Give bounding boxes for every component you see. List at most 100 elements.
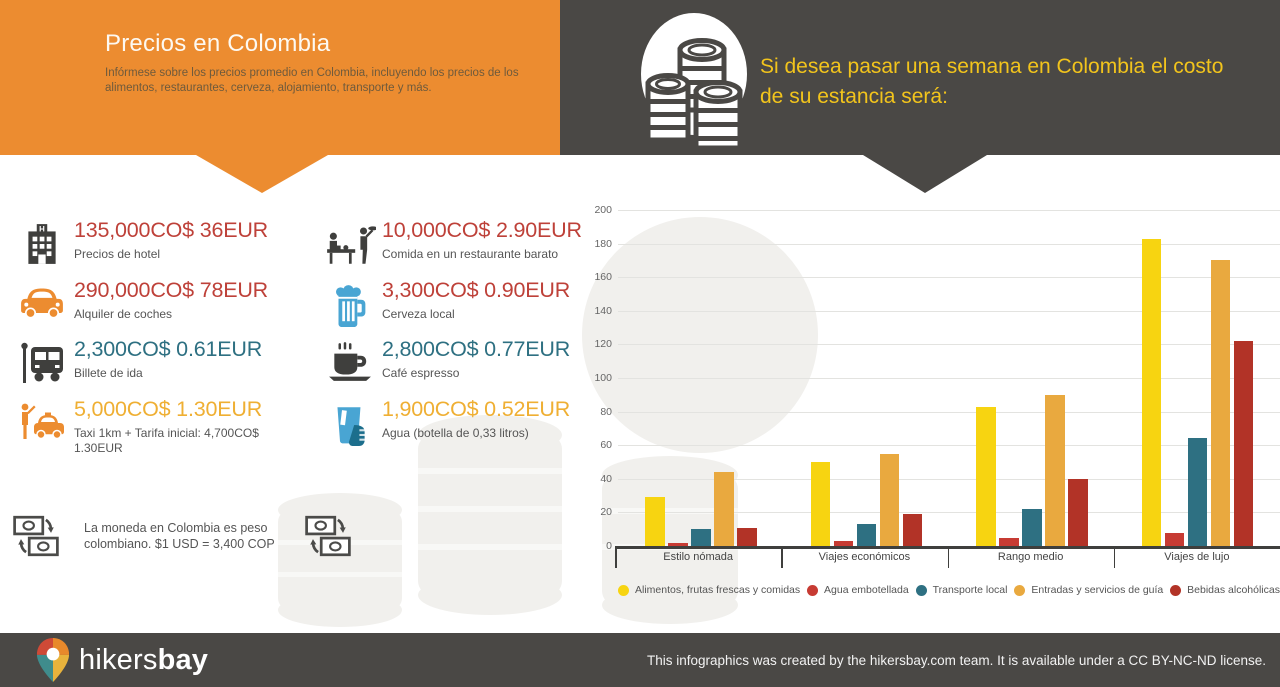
legend-label: Entradas y servicios de guía [1031,584,1164,596]
bus-stop-icon [10,335,74,385]
price-label: Café espresso [382,366,460,380]
chart-bar [833,540,853,546]
legend-label: Agua embotellada [824,584,909,596]
legend-label: Transporte local [932,584,1008,596]
price-label: Comida en un restaurante barato [382,247,559,261]
footer-credit: This infographics was created by the hik… [646,652,1266,668]
legend-label: Bebidas alcohólicas [1187,584,1280,596]
chart-bar [1141,238,1161,546]
chart-bar [691,529,711,546]
legend-swatch [618,584,629,596]
chart-legend: Alimentos, frutas frescas y comidas Agua … [618,584,1280,596]
price-value: 3,300CO$ 0.90EUR [382,277,571,302]
x-axis-category-label: Viajes económicos [818,551,911,563]
chart-bar [879,453,899,546]
chart-bar [810,462,830,546]
chart-bar [1045,394,1065,546]
price-value: 135,000CO$ 36EUR [74,218,269,242]
gridline [618,512,1280,514]
map-pin-icon [36,638,70,682]
banner-arrow-left [196,155,328,193]
gridline [618,478,1280,480]
restaurant-icon [318,216,382,266]
hotel-icon: H [10,216,74,266]
y-axis-tick-label: 60 [600,439,612,452]
coffee-icon [318,335,382,383]
y-axis-tick-label: 140 [594,304,612,317]
currency-exchange-icon [12,514,60,563]
price-label: Precios de hotel [74,247,161,261]
page-subtitle: Infórmese sobre los precios promedio en … [105,67,519,94]
header-banner-left: Precios en Colombia Infórmese sobre los … [0,0,560,155]
page-title: Precios en Colombia [105,30,331,57]
beer-icon [318,276,382,328]
water-icon [318,395,382,447]
price-item: 2,300CO$ 0.61EUR Billete de ida [10,335,318,395]
price-label: Agua (botella de 0,33 litros) [382,425,529,440]
price-value: 2,300CO$ 0.61EUR [74,337,263,361]
gridline [618,310,1280,312]
y-axis-tick-label: 180 [594,237,612,250]
price-item: H 135,000CO$ 36EUR Precios de hotel [10,216,318,276]
chart-bar [1233,341,1253,546]
hikersbay-logo[interactable]: hikersbay [36,638,208,682]
taxi-icon [10,395,74,443]
legend-swatch [1170,584,1182,596]
price-value: 2,800CO$ 0.77EUR [382,337,571,361]
x-axis-tick [1113,546,1116,568]
legend-item: Entradas y servicios de guía [1014,584,1163,596]
gridline [618,277,1280,279]
gridline [618,411,1280,413]
price-value: 10,000CO$ 2.90EUR [382,218,582,242]
price-label: Cerveza local [382,306,455,321]
price-label: Billete de ida [74,366,143,380]
chart-bar [1187,438,1207,546]
gridline [618,243,1280,245]
y-axis-tick-label: 80 [600,405,612,418]
y-axis-tick-label: 160 [594,271,612,284]
price-list: H 135,000CO$ 36EUR Precios de hotel 290,000… [10,216,628,455]
price-value: 290,000CO$ 78EUR [74,277,269,302]
y-axis-tick-label: 40 [600,472,612,485]
coins-icon [641,13,747,151]
x-axis-category-label: Estilo nómada [663,551,733,563]
price-item: 5,000CO$ 1.30EUR Taxi 1km + Tarifa inicia… [10,395,318,455]
legend-item: Alimentos, frutas frescas y comidas [618,584,800,596]
x-axis-category-label: Rango medio [997,551,1064,563]
weekly-cost-chart: 0 20 40 60 80 100 120 140 160 180 200 Estilo nómada… [560,204,1280,610]
price-value: 1,900CO$ 0.52EUR [382,396,571,421]
gridline [618,344,1280,346]
legend-swatch [1014,584,1026,596]
logo-text: hikersbay [79,643,209,676]
price-item: 1,900CO$ 0.52EUR Agua (botella de 0,33 li… [318,395,628,455]
chart-bar [1068,478,1088,546]
x-axis-category-label: Viajes de lujo [1164,551,1230,563]
chart-bar [856,524,876,546]
y-axis-tick-label: 120 [594,338,612,351]
legend-swatch [807,584,819,596]
svg-text:H: H [39,225,45,234]
chart-bar [1210,260,1230,546]
chart-bar [645,497,665,546]
chart-bar [668,542,688,546]
chart-bar [714,472,734,546]
x-axis-tick [781,546,783,568]
price-item: 290,000CO$ 78EUR Alquiler de coches [10,276,318,336]
price-item: 10,000CO$ 2.90EUR Comida en un restaurant… [318,216,628,276]
y-axis-tick-label: 0 [606,540,612,552]
y-axis-tick-label: 200 [594,204,612,216]
chart-bar [1022,509,1042,546]
currency-note-row: La moneda en Colombia es peso colombiano… [12,514,352,563]
legend-swatch [915,584,927,596]
price-label: Alquiler de coches [74,306,173,321]
currency-note-text: La moneda en Colombia es peso colombiano… [84,521,275,551]
chart-bar [902,514,922,546]
price-item: 3,300CO$ 0.90EUR Cerveza local [318,276,628,336]
car-icon [10,276,74,320]
legend-item: Bebidas alcohólicas [1170,584,1280,596]
chart-bar [1164,532,1184,546]
x-axis-tick [615,546,617,568]
legend-item: Agua embotellada [807,584,909,596]
price-label: Taxi 1km + Tarifa inicial: 4,700CO$ 1.30… [74,425,259,455]
